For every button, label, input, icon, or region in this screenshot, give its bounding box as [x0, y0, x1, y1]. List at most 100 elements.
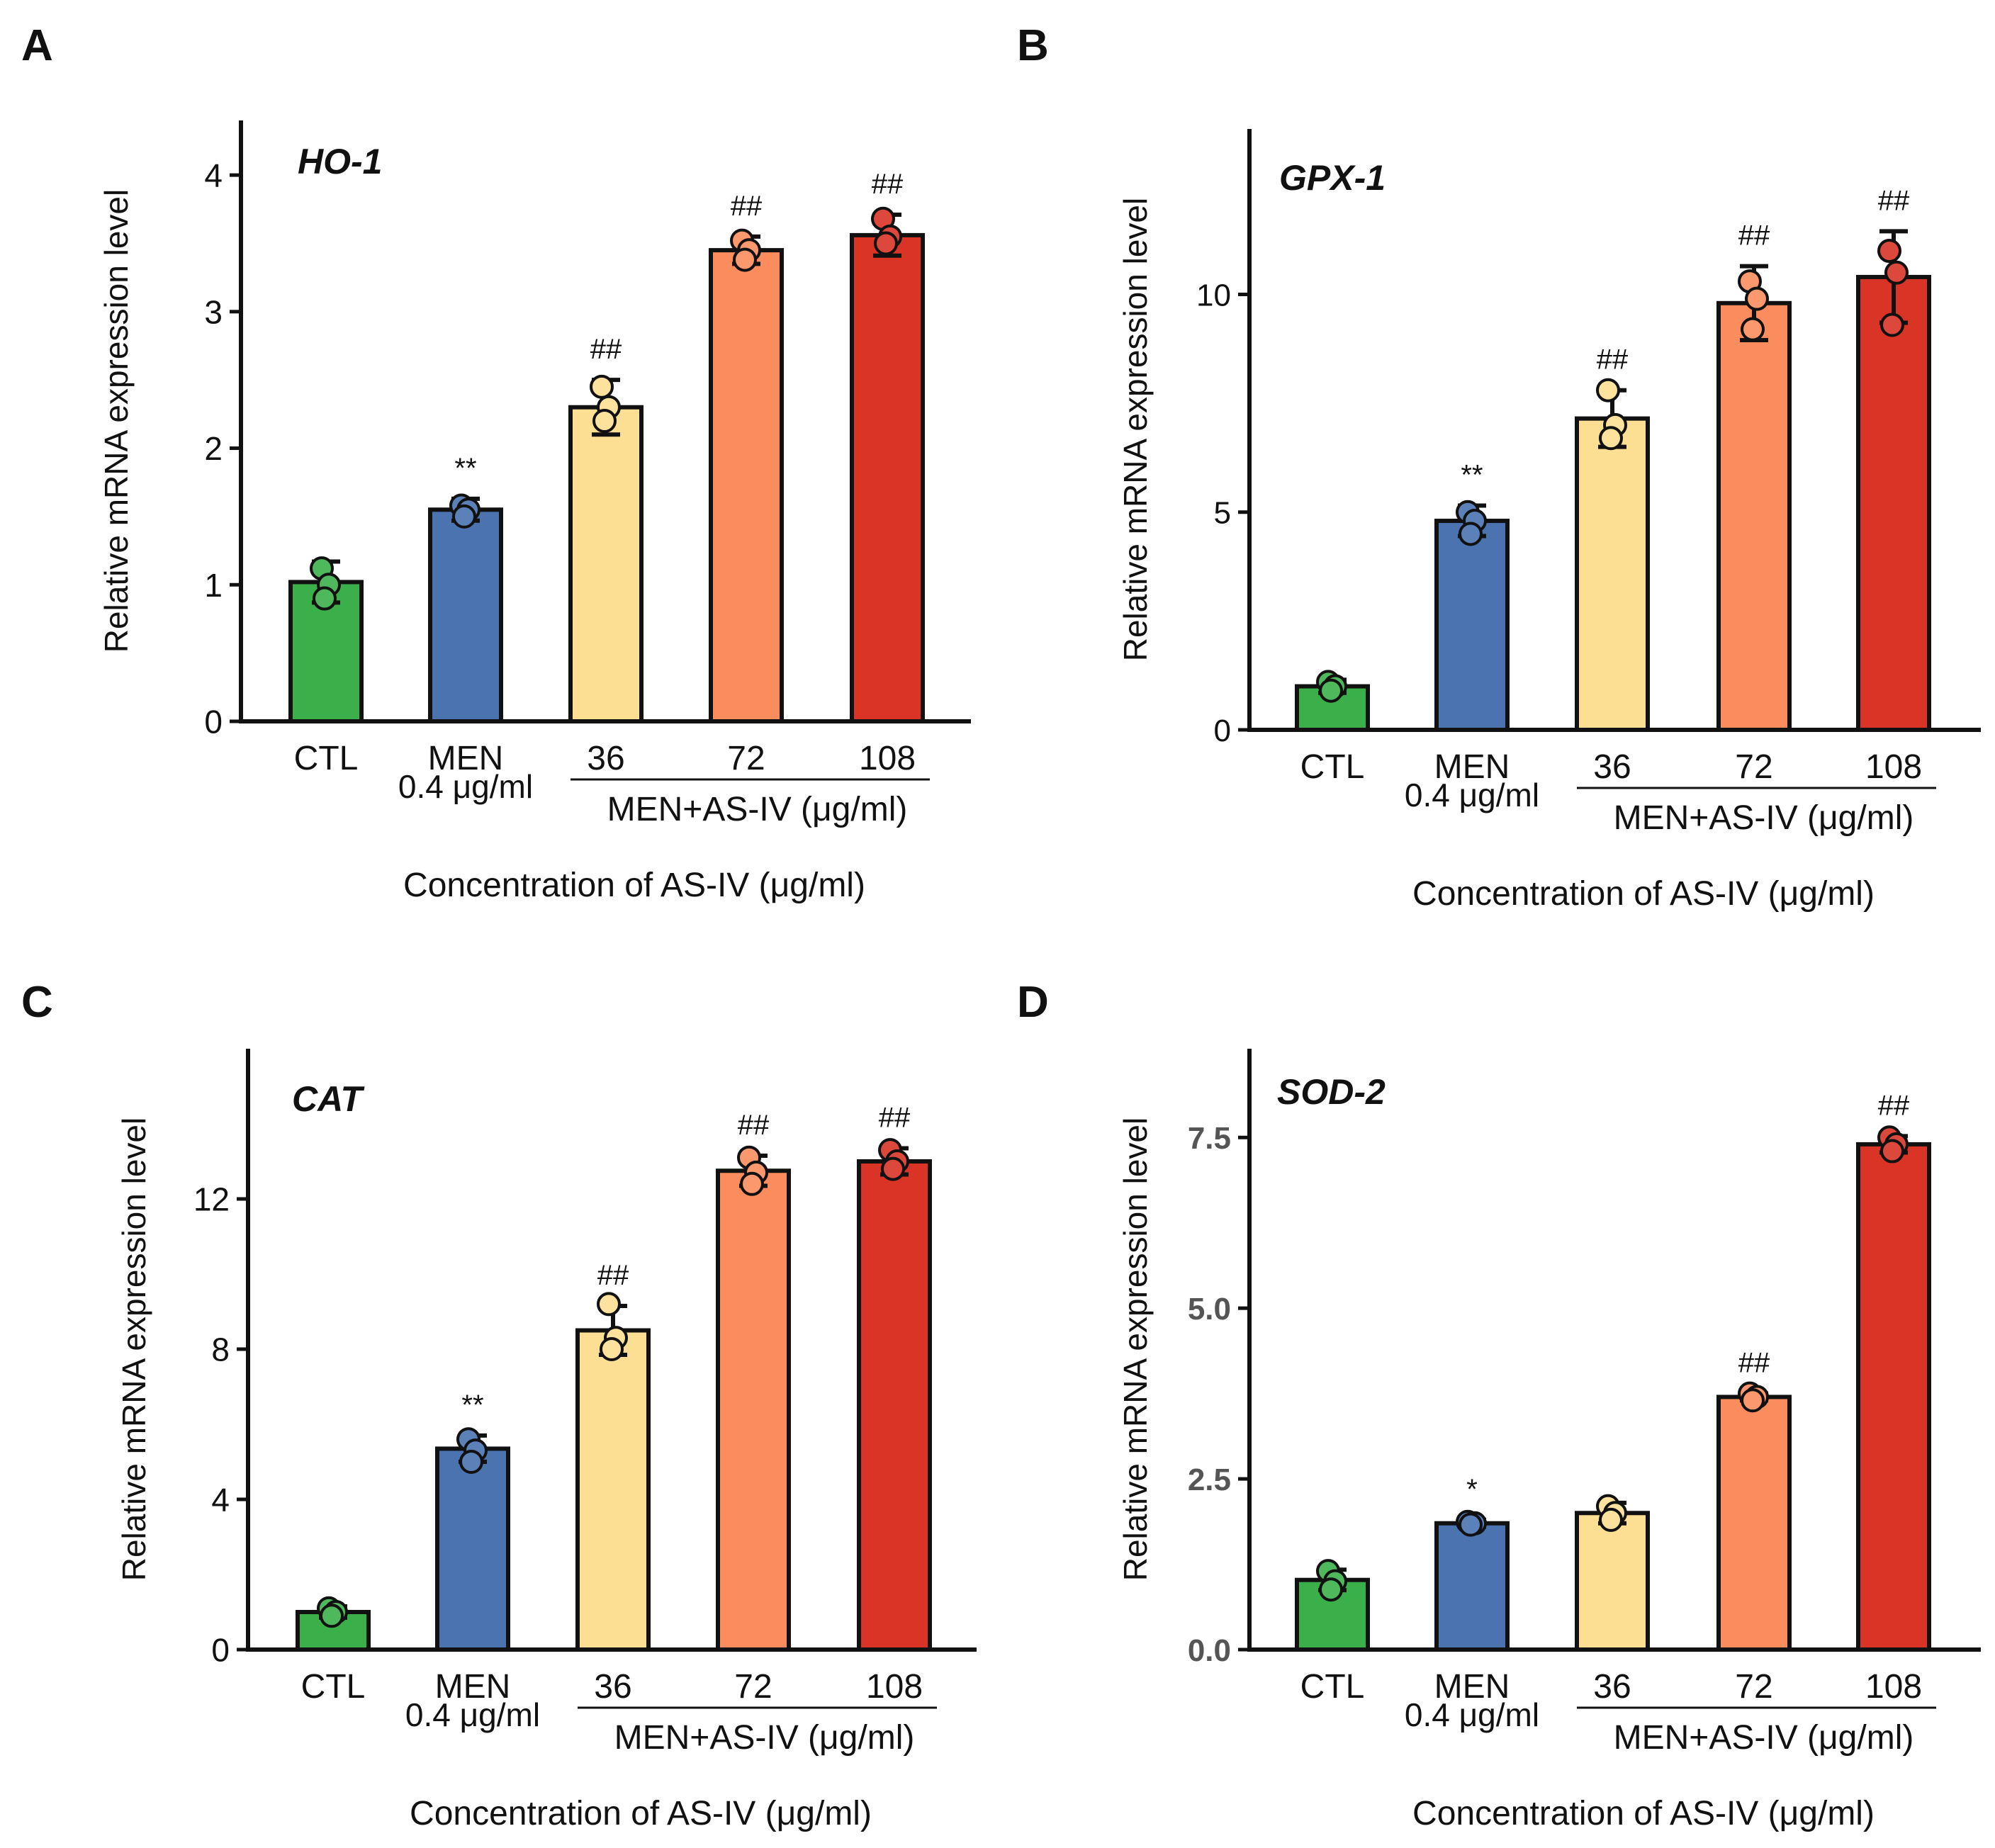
x-tick-label: 72 — [734, 1668, 772, 1706]
data-point — [1599, 426, 1623, 451]
significance-marker: ## — [1878, 185, 1910, 216]
y-axis-label: Relative mRNA expression level — [1117, 198, 1154, 662]
significance-marker: ## — [879, 1102, 911, 1133]
x-axis-label: Concentration of AS-IV (μg/ml) — [403, 867, 865, 904]
panel-label: A — [21, 21, 53, 70]
x-axis-label: Concentration of AS-IV (μg/ml) — [1412, 1795, 1875, 1832]
x-tick-label: 36 — [1593, 748, 1631, 786]
y-tick-label: 5.0 — [1188, 1292, 1231, 1326]
significance-marker: ## — [1878, 1090, 1910, 1121]
y-axis-label: Relative mRNA expression level — [116, 1117, 152, 1582]
bar — [857, 1159, 932, 1652]
bar — [435, 1446, 510, 1652]
bar — [1434, 1521, 1510, 1652]
y-axis-label: Relative mRNA expression level — [98, 189, 135, 653]
y-tick-label: 5 — [1214, 496, 1231, 531]
chart-title: CAT — [292, 1079, 366, 1119]
data-point — [1741, 317, 1765, 342]
data-point — [313, 586, 337, 611]
x-tick-label: 108 — [866, 1668, 923, 1706]
significance-marker: ## — [731, 191, 763, 222]
x-tick-label: CTL — [1300, 748, 1365, 786]
data-point — [874, 231, 898, 256]
data-point — [1741, 1388, 1765, 1413]
data-point — [600, 1337, 624, 1361]
y-tick-label: 0 — [211, 1632, 230, 1669]
bar — [1856, 1142, 1931, 1652]
y-tick-label: 10 — [1196, 278, 1231, 312]
x-tick-sublabel: 0.4 μg/ml — [398, 768, 533, 805]
data-point — [1599, 1507, 1623, 1532]
x-tick-label: CTL — [301, 1668, 366, 1706]
y-tick-label: 0.0 — [1188, 1633, 1231, 1668]
data-point — [592, 409, 617, 433]
group-label: MEN+AS-IV (μg/ml) — [1614, 799, 1914, 837]
bar — [568, 405, 644, 724]
x-tick-label: MEN — [1434, 748, 1510, 786]
x-tick-label: 108 — [859, 740, 916, 777]
y-tick-label: 3 — [204, 293, 223, 330]
x-tick-sublabel: 0.4 μg/ml — [1405, 1696, 1539, 1733]
group-label: MEN+AS-IV (μg/ml) — [607, 791, 908, 828]
data-point — [1319, 678, 1343, 703]
y-tick-label: 0 — [204, 704, 223, 740]
bar — [575, 1328, 651, 1652]
y-tick-label: 0 — [1214, 714, 1231, 748]
x-tick-label: MEN — [1434, 1668, 1510, 1706]
bar — [1716, 1395, 1792, 1652]
significance-marker: ** — [1461, 460, 1483, 491]
x-tick-label: 72 — [727, 740, 765, 777]
data-point — [1745, 286, 1769, 311]
data-point — [1319, 1577, 1343, 1602]
data-point — [1596, 378, 1620, 402]
significance-marker: ## — [872, 169, 904, 200]
data-point — [733, 247, 757, 272]
significance-marker: ** — [454, 453, 476, 484]
y-axis-label: Relative mRNA expression level — [1117, 1117, 1154, 1582]
x-tick-label: CTL — [1300, 1668, 1365, 1706]
significance-marker: ## — [590, 334, 622, 365]
data-point — [1880, 1139, 1904, 1164]
panel-b: B 0 5 10 Relative mRNA expression level GPX-1… — [1017, 21, 1981, 913]
y-tick-label: 2.5 — [1188, 1463, 1231, 1497]
significance-marker: ## — [1738, 220, 1770, 252]
bar — [1575, 1511, 1650, 1652]
x-axis-label: Concentration of AS-IV (μg/ml) — [410, 1795, 872, 1832]
group-label: MEN+AS-IV (μg/ml) — [1614, 1719, 1914, 1757]
chart-title: HO-1 — [298, 142, 382, 181]
x-tick-label: 36 — [587, 740, 624, 777]
data-point — [597, 1292, 621, 1317]
significance-marker: ## — [597, 1260, 629, 1291]
data-point — [1459, 1512, 1483, 1537]
bar — [709, 248, 784, 724]
data-point — [881, 1156, 905, 1181]
x-tick-sublabel: 0.4 μg/ml — [405, 1696, 540, 1733]
x-tick-label: 36 — [594, 1668, 631, 1706]
panel-label: B — [1017, 21, 1049, 70]
bar — [1856, 274, 1931, 732]
bar — [716, 1168, 791, 1652]
group-label: MEN+AS-IV (μg/ml) — [614, 1719, 915, 1757]
x-tick-sublabel: 0.4 μg/ml — [1405, 777, 1539, 813]
data-point — [452, 504, 476, 529]
chart-title: GPX-1 — [1279, 158, 1386, 198]
x-tick-label: MEN — [435, 1668, 511, 1706]
data-point — [1884, 260, 1909, 285]
bar — [428, 507, 503, 723]
x-tick-label: CTL — [294, 740, 359, 777]
x-tick-label: 108 — [1865, 1668, 1922, 1706]
x-tick-label: 36 — [1593, 1668, 1631, 1706]
data-point — [590, 374, 614, 399]
data-point — [1459, 522, 1483, 546]
x-axis-label: Concentration of AS-IV (μg/ml) — [1412, 875, 1875, 913]
y-tick-label: 4 — [211, 1482, 230, 1519]
panel-c: C 0 4 8 12 Relative mRNA expression level CAT C… — [21, 978, 977, 1832]
data-point — [1877, 239, 1901, 264]
significance-marker: ## — [1597, 344, 1629, 376]
panel-a: A 0 1 2 3 4 Relative mRNA expression level HO-1… — [21, 21, 971, 904]
data-point — [1880, 312, 1904, 337]
y-tick-label: 8 — [211, 1331, 230, 1368]
panel-label: D — [1017, 978, 1049, 1027]
y-tick-label: 2 — [204, 430, 223, 467]
